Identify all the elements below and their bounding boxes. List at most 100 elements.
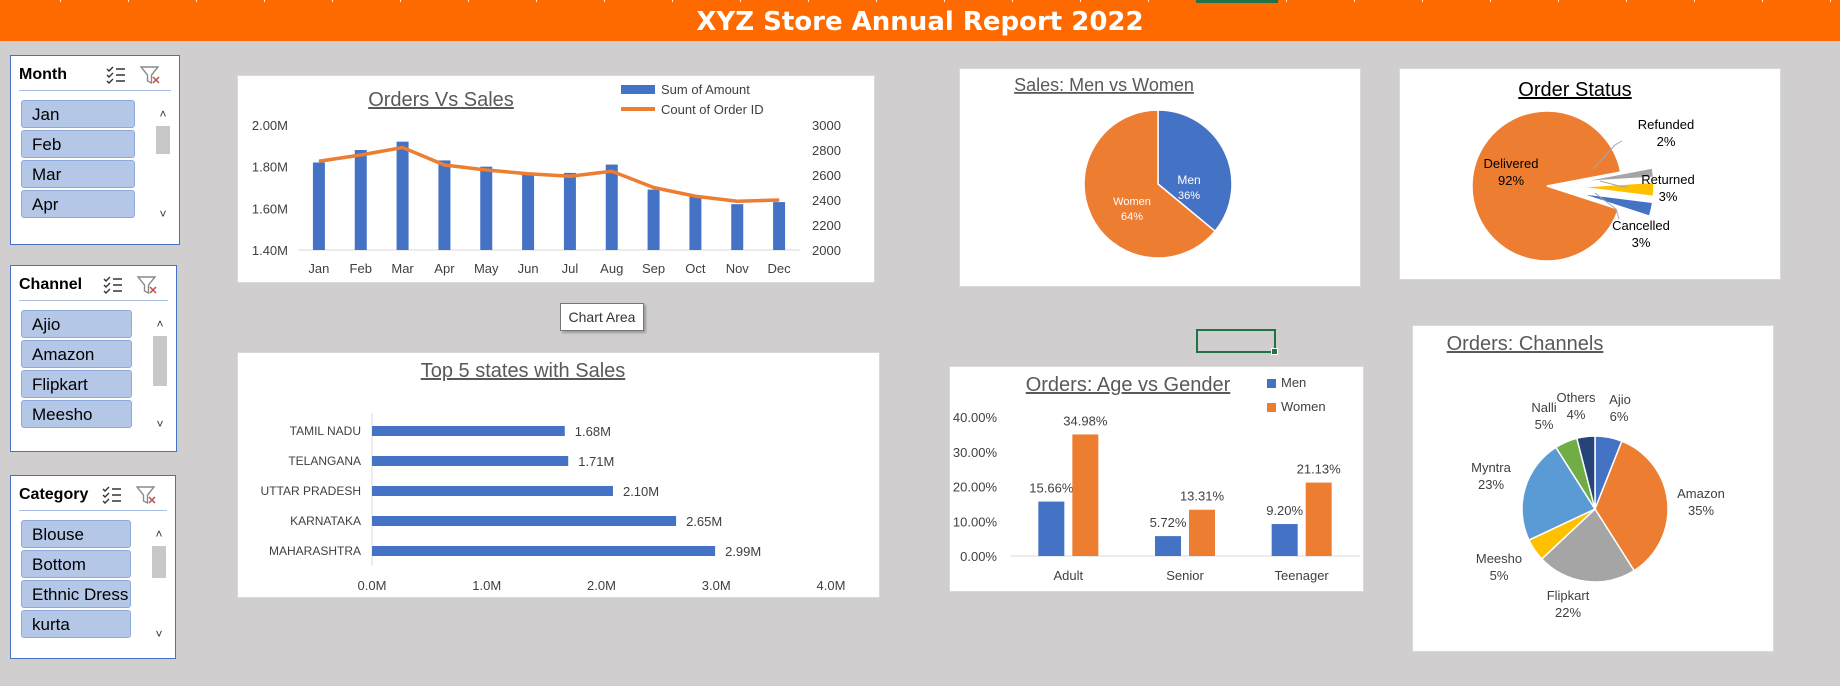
y-tick-karnataka: KARNATAKA	[290, 514, 361, 528]
slice-label-delivered: Delivered	[1484, 156, 1539, 171]
clear-filter-icon[interactable]	[139, 64, 161, 86]
slicer-channel[interactable]: Channel Ajio Amazon Flipkart Meesho ˄ ˅	[10, 265, 177, 452]
x-tick-adult: Adult	[1054, 568, 1084, 583]
x-tick-nov: Nov	[726, 261, 750, 276]
chart-sales-men-vs-women[interactable]: Sales: Men vs Women Men 36% Women 64%	[959, 68, 1361, 287]
chart-top-states[interactable]: Top 5 states with Sales TAMIL NADU 1.68M TE…	[237, 352, 880, 598]
slice-value-refunded: 2%	[1657, 134, 1676, 149]
slicer-item-flipkart[interactable]: Flipkart	[21, 370, 132, 398]
column-gridline	[1012, 0, 1013, 2]
bar-sum-of-amount-may	[480, 166, 493, 250]
scroll-up-icon[interactable]: ˄	[155, 527, 163, 541]
scrollbar-thumb[interactable]	[152, 546, 166, 578]
scrollbar-thumb[interactable]	[156, 126, 170, 154]
orders-channels-svg: Orders: Channels Ajio 6% Amazon 35% Flipkart 2…	[1447, 333, 1725, 620]
bar-telangana	[372, 456, 569, 466]
slicer-item-blouse[interactable]: Blouse	[21, 520, 131, 548]
y2-tick-2800: 2800	[812, 143, 841, 158]
scrollbar-thumb[interactable]	[153, 336, 167, 386]
multi-select-icon[interactable]	[101, 484, 123, 506]
slice-value-ajio: 6%	[1610, 409, 1629, 424]
slice-label-nalli: Nalli	[1531, 400, 1556, 415]
slicer-header: Month	[19, 62, 171, 91]
x-tick-mar: Mar	[391, 261, 414, 276]
chart-orders-vs-sales[interactable]: Orders Vs Sales Sum of Amount Count of Ord…	[237, 75, 875, 283]
slicer-scrollbar[interactable]: ˄ ˅	[153, 104, 173, 224]
bar-women-teenager	[1305, 482, 1332, 556]
bar-men-senior	[1155, 536, 1181, 556]
clear-filter-icon[interactable]	[136, 274, 158, 296]
column-gridline	[196, 0, 197, 2]
point-count-of-order-id-aug	[611, 170, 613, 172]
slicer-scrollbar[interactable]: ˄ ˅	[150, 314, 170, 434]
slicer-item-kurta[interactable]: kurta	[21, 610, 131, 638]
y-tick-20-00: 20.00%	[953, 480, 998, 495]
slicer-item-label: Apr	[32, 195, 59, 214]
y-tick-40-00: 40.00%	[953, 410, 998, 425]
chart-age-vs-gender[interactable]: Orders: Age vs Gender Men Women 0.00% 10.00%…	[949, 366, 1364, 592]
x-tick-2-0m: 2.0M	[587, 578, 616, 593]
slicer-item-label: Ajio	[32, 315, 61, 334]
slice-value-others: 4%	[1567, 407, 1586, 422]
column-gridline	[468, 0, 469, 2]
clear-filter-icon[interactable]	[135, 484, 157, 506]
scroll-down-icon[interactable]: ˅	[155, 627, 163, 641]
x-tick-3-0m: 3.0M	[702, 578, 731, 593]
x-tick-jan: Jan	[308, 261, 329, 276]
slicer-item-apr[interactable]: Apr	[21, 190, 135, 218]
scroll-up-icon[interactable]: ˄	[159, 107, 167, 121]
y-tick-telangana: TELANGANA	[288, 454, 361, 468]
slicer-item-jan[interactable]: Jan	[21, 100, 135, 128]
slicer-item-ethnic-dress[interactable]: Ethnic Dress	[21, 580, 131, 608]
slicer-item-feb[interactable]: Feb	[21, 130, 135, 158]
point-count-of-order-id-jun	[527, 173, 529, 175]
bar-men-teenager	[1271, 524, 1298, 556]
slice-label-returned: Returned	[1641, 172, 1694, 187]
column-gridline	[808, 0, 809, 2]
slicer-item-bottom[interactable]: Bottom	[21, 550, 131, 578]
chart-area-tooltip: Chart Area	[560, 303, 644, 331]
y2-tick-2000: 2000	[812, 243, 841, 258]
slicer-item-label: Feb	[32, 135, 62, 154]
orders-vs-sales-svg: Orders Vs Sales Sum of Amount Count of Ord…	[252, 82, 841, 276]
multi-select-icon[interactable]	[105, 64, 127, 86]
scroll-down-icon[interactable]: ˅	[159, 207, 167, 221]
x-tick-teenager: Teenager	[1275, 568, 1330, 583]
column-gridline	[672, 0, 673, 2]
column-gridline	[1354, 0, 1355, 2]
y-tick-1-80m: 1.80M	[252, 160, 288, 175]
channels-slice-amazon	[1594, 440, 1669, 572]
slice-value-cancelled: 3%	[1632, 235, 1651, 250]
selected-column-indicator	[1196, 0, 1278, 3]
scroll-up-icon[interactable]: ˄	[156, 317, 164, 331]
column-gridline	[264, 0, 265, 2]
slicer-month[interactable]: Month Jan Feb Mar Apr ˄ ˅	[10, 55, 180, 245]
y2-tick-3000: 3000	[812, 118, 841, 133]
slicer-item-label: Meesho	[32, 405, 93, 424]
y-tick-30-00: 30.00%	[953, 445, 998, 460]
slicer-category[interactable]: Category Blouse Bottom Ethnic Dress kurta ˄ ˅	[10, 475, 176, 659]
y-tick-maharashtra: MAHARASHTRA	[269, 544, 361, 558]
slicer-header: Channel	[19, 272, 168, 301]
slicer-scrollbar[interactable]: ˄ ˅	[149, 524, 169, 644]
scroll-down-icon[interactable]: ˅	[156, 417, 164, 431]
x-tick-apr: Apr	[434, 261, 455, 276]
point-count-of-order-id-dec	[778, 199, 780, 201]
men-women-slice-women	[1083, 109, 1217, 259]
slicer-item-ajio[interactable]: Ajio	[21, 310, 132, 338]
slicer-item-amazon[interactable]: Amazon	[21, 340, 132, 368]
chart-orders-channels[interactable]: Orders: Channels Ajio 6% Amazon 35% Flipkart 2…	[1412, 325, 1774, 652]
bar-sum-of-amount-apr	[438, 160, 451, 250]
bar-sum-of-amount-jul	[563, 172, 576, 250]
column-gridline	[400, 0, 401, 2]
selected-cell[interactable]	[1196, 329, 1278, 355]
slicer-item-mar[interactable]: Mar	[21, 160, 135, 188]
multi-select-icon[interactable]	[102, 274, 124, 296]
y-tick-0-00: 0.00%	[960, 549, 997, 564]
y-tick-tamil-nadu: TAMIL NADU	[290, 424, 361, 438]
slicer-item-meesho[interactable]: Meesho	[21, 400, 132, 428]
bar-sum-of-amount-dec	[773, 202, 786, 250]
age-vs-gender-svg: Orders: Age vs Gender Men Women 0.00% 10.00%…	[953, 374, 1360, 583]
chart-order-status[interactable]: Order Status Delivered 92% Refunded 2% Return…	[1399, 68, 1781, 280]
slice-label-ajio: Ajio	[1609, 392, 1631, 407]
